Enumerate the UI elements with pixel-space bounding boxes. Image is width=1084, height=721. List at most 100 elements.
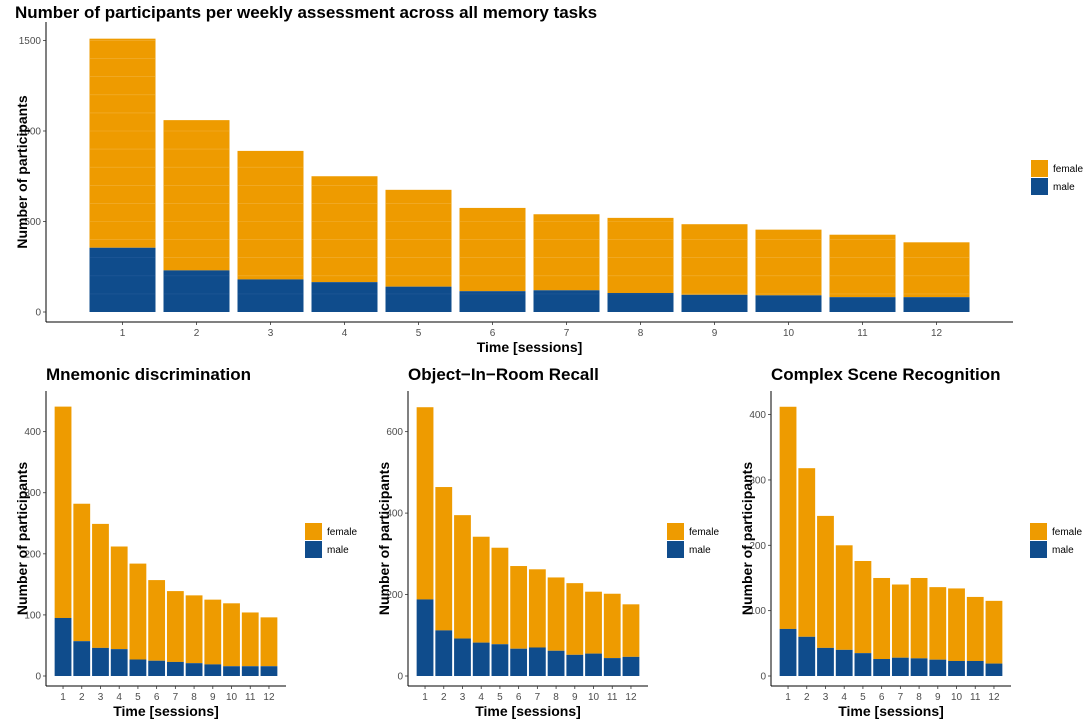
bar-female: [835, 545, 853, 650]
x-tick-label: 1: [785, 692, 791, 703]
x-tick-label: 6: [879, 692, 885, 703]
x-tick-label: 9: [572, 692, 578, 703]
chart-title: Object−In−Room Recall: [408, 365, 599, 384]
x-tick-label: 5: [135, 692, 141, 703]
bar-female: [491, 547, 509, 645]
legend-swatch-male: [1030, 541, 1047, 558]
bar-male: [910, 658, 928, 676]
bar-female: [204, 599, 222, 665]
x-tick-label: 4: [116, 692, 122, 703]
legend-label-female: female: [1052, 527, 1082, 538]
bar-female: [585, 591, 602, 654]
y-tick-label: 0: [760, 672, 766, 683]
chart-title: Number of participants per weekly assess…: [15, 3, 597, 22]
bar-male: [966, 660, 984, 676]
bar-female: [533, 214, 600, 291]
x-tick-label: 5: [497, 692, 503, 703]
y-tick-label: 1000: [19, 126, 42, 137]
y-tick-label: 200: [24, 549, 41, 560]
bar-female: [454, 515, 471, 639]
x-tick-label: 7: [173, 692, 179, 703]
legend-swatch-female: [1030, 523, 1047, 540]
bar-female: [223, 603, 240, 667]
bar-female: [459, 207, 526, 292]
bar-female: [985, 600, 1003, 664]
bar-male: [223, 666, 240, 676]
x-tick-label: 11: [857, 328, 868, 339]
bar-male: [416, 599, 434, 676]
x-tick-label: 12: [988, 692, 1000, 703]
bar-female: [798, 468, 816, 637]
bar-female: [241, 612, 259, 667]
x-tick-label: 12: [931, 328, 943, 339]
bar-male: [755, 295, 822, 312]
bar-male: [948, 660, 965, 676]
x-tick-label: 7: [898, 692, 904, 703]
bar-male: [185, 663, 203, 676]
y-tick-label: 0: [35, 308, 41, 319]
x-axis-title: Time [sessions]: [477, 339, 583, 355]
bar-female: [829, 234, 896, 298]
y-tick-label: 400: [749, 410, 766, 421]
y-tick-label: 200: [386, 590, 403, 601]
bar-female: [89, 38, 156, 248]
x-axis-title: Time [sessions]: [475, 703, 581, 719]
bar-male: [454, 638, 471, 676]
x-tick-label: 8: [191, 692, 197, 703]
bar-female: [817, 515, 834, 648]
y-axis-title: Number of participants: [376, 462, 392, 615]
bar-male: [835, 649, 853, 676]
bar-male: [622, 656, 640, 676]
bar-female: [528, 569, 546, 648]
x-tick-label: 4: [342, 328, 348, 339]
legend-label-male: male: [327, 545, 349, 556]
bar-male: [854, 653, 872, 676]
y-tick-label: 400: [386, 509, 403, 520]
bar-male: [148, 660, 166, 676]
bar-male: [929, 659, 947, 676]
x-tick-label: 9: [712, 328, 718, 339]
bar-male: [166, 661, 184, 676]
bar-female: [622, 604, 640, 657]
bar-female: [185, 595, 203, 664]
y-tick-label: 600: [386, 427, 403, 438]
y-tick-label: 0: [397, 672, 403, 683]
x-tick-label: 12: [625, 692, 637, 703]
bar-male: [985, 663, 1003, 676]
legend-label-female: female: [1053, 164, 1083, 175]
bar-female: [73, 503, 91, 642]
bar-male: [260, 666, 278, 676]
bar-female: [166, 591, 184, 662]
x-tick-label: 11: [970, 692, 981, 703]
bar-female: [929, 587, 947, 660]
bar-male: [92, 647, 109, 676]
bar-female: [416, 407, 434, 600]
legend-swatch-female: [1031, 160, 1048, 177]
bar-male: [311, 282, 378, 312]
x-tick-label: 9: [210, 692, 216, 703]
x-tick-label: 2: [804, 692, 810, 703]
x-tick-label: 4: [478, 692, 484, 703]
x-tick-label: 10: [226, 692, 238, 703]
y-tick-label: 400: [24, 427, 41, 438]
bar-male: [163, 270, 230, 312]
x-tick-label: 6: [516, 692, 522, 703]
bar-male: [547, 650, 565, 676]
bar-female: [755, 229, 822, 296]
x-tick-label: 3: [823, 692, 829, 703]
bar-male: [585, 653, 602, 676]
x-tick-label: 1: [60, 692, 66, 703]
x-tick-label: 10: [588, 692, 600, 703]
bar-female: [260, 617, 278, 667]
bar-male: [817, 647, 834, 676]
bar-male: [829, 297, 896, 312]
legend-label-male: male: [1053, 182, 1075, 193]
bar-female: [566, 583, 584, 655]
bar-male: [89, 247, 156, 312]
x-tick-label: 5: [416, 328, 422, 339]
x-tick-label: 9: [935, 692, 941, 703]
bar-male: [779, 628, 797, 676]
